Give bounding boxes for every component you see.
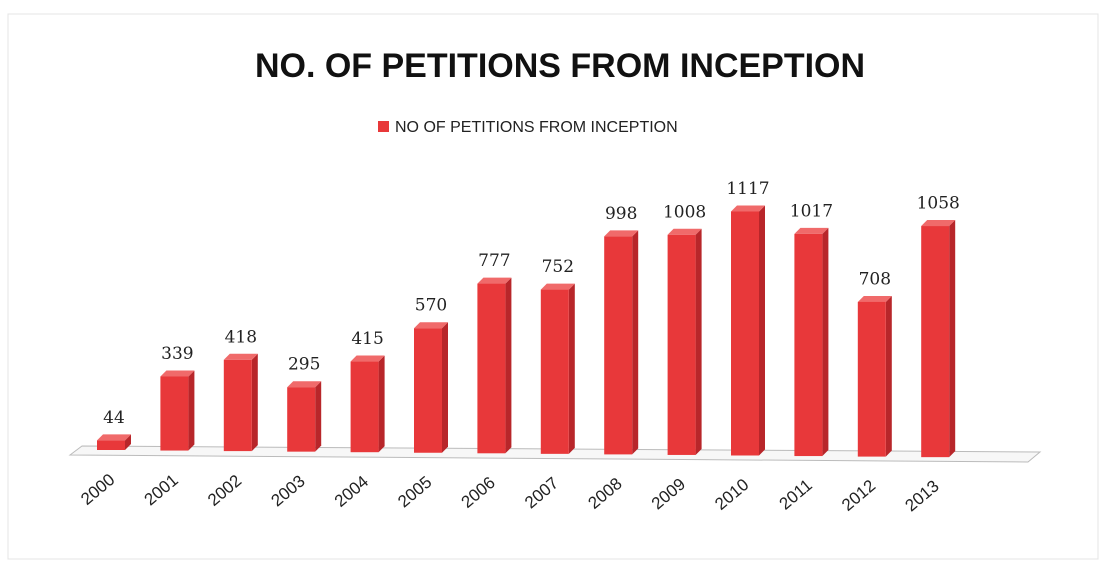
bar-top [604, 230, 639, 237]
legend-swatch [378, 121, 389, 132]
bar-side [632, 230, 639, 455]
data-label: 339 [161, 344, 193, 364]
bar-side [442, 322, 448, 453]
bar [350, 361, 379, 453]
bar-top [667, 228, 702, 235]
bar [97, 440, 125, 450]
bar-top [857, 295, 892, 302]
data-label: 777 [478, 251, 510, 271]
bar [731, 211, 759, 456]
bar-top [223, 353, 258, 360]
bar-side [568, 283, 575, 454]
data-label: 1117 [726, 179, 769, 199]
bar-side [885, 295, 892, 457]
bar [857, 301, 886, 457]
bar [540, 289, 569, 454]
data-label: 1008 [663, 202, 706, 222]
bar-side [505, 277, 512, 454]
bar [921, 226, 950, 458]
data-label: 998 [605, 204, 637, 224]
bar-side [125, 434, 131, 450]
legend-label: NO OF PETITIONS FROM INCEPTION [395, 119, 678, 136]
data-label: 708 [859, 269, 891, 289]
bar-side [188, 370, 195, 451]
bar [414, 328, 442, 453]
data-label: 44 [103, 408, 125, 428]
data-label: 418 [225, 327, 257, 347]
data-label: 415 [351, 329, 383, 349]
data-label: 295 [288, 355, 320, 375]
bar [477, 283, 506, 454]
bar-top [794, 227, 829, 234]
data-label: 1017 [790, 201, 833, 221]
bar-side [949, 220, 956, 458]
bar-side [315, 381, 322, 452]
bar-side [822, 227, 829, 457]
bar [604, 236, 633, 455]
bar-side [378, 355, 385, 453]
bar-top [731, 205, 765, 212]
bar-top [350, 355, 385, 362]
chart-title: NO. OF PETITIONS FROM INCEPTION [255, 47, 865, 85]
bar-side [251, 353, 258, 452]
bar-side [759, 205, 765, 456]
bar [223, 359, 252, 452]
data-label: 570 [415, 296, 447, 316]
bar-side [695, 228, 702, 455]
bar-top [97, 434, 131, 441]
bar-top [477, 277, 512, 284]
bar-top [540, 283, 575, 290]
bar-top [921, 220, 956, 227]
bar [287, 387, 316, 452]
bar [160, 376, 189, 451]
data-label: 752 [542, 257, 574, 277]
bar [667, 234, 696, 455]
bar-top [160, 370, 195, 377]
bar-top [287, 381, 322, 388]
data-label: 1058 [917, 194, 960, 214]
bar [794, 233, 823, 457]
bar-top [414, 322, 448, 329]
